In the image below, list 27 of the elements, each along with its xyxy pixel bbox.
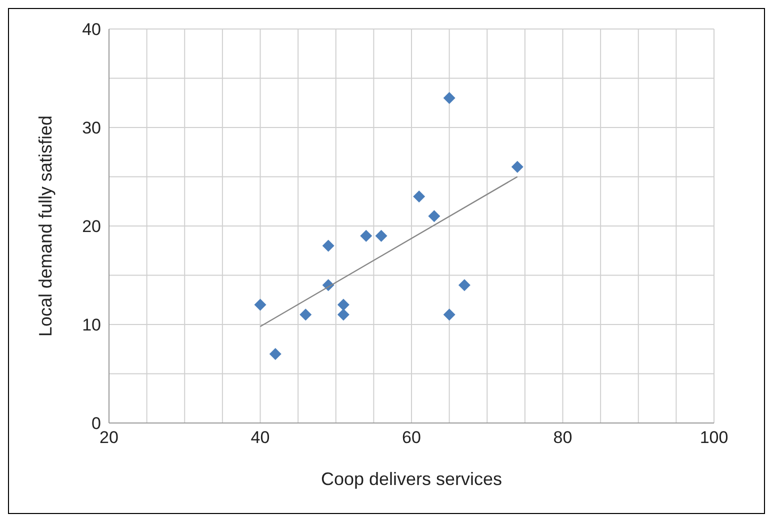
x-tick-label: 40 — [250, 428, 270, 448]
x-axis-title: Coop delivers services — [320, 469, 502, 489]
point — [322, 240, 334, 252]
point — [360, 230, 372, 242]
point — [428, 210, 440, 222]
point — [511, 160, 524, 173]
x-tick-label: 80 — [553, 428, 572, 448]
point — [300, 308, 312, 321]
point — [337, 308, 350, 321]
x-tick-label: 60 — [402, 428, 421, 448]
point — [443, 92, 456, 104]
y-tick-label: 40 — [82, 20, 101, 40]
x-tick-label: 100 — [700, 428, 728, 448]
point — [269, 348, 282, 360]
point — [254, 298, 266, 311]
point — [337, 298, 350, 311]
y-tick-label: 10 — [82, 316, 101, 335]
y-axis-title: Local demand fully satisfied — [35, 115, 56, 337]
chart-frame: 20 40 60 80 100 Coop delivers services 0 10 20 30 40 Local demand fully satisfied — [8, 8, 765, 514]
y-tick-label: 0 — [92, 414, 101, 434]
y-tick-label: 30 — [82, 118, 101, 138]
point — [458, 279, 470, 292]
x-tick-label: 20 — [100, 428, 118, 448]
point — [413, 190, 426, 202]
y-tick-label: 20 — [82, 217, 101, 236]
point — [443, 308, 456, 321]
point — [375, 230, 388, 242]
